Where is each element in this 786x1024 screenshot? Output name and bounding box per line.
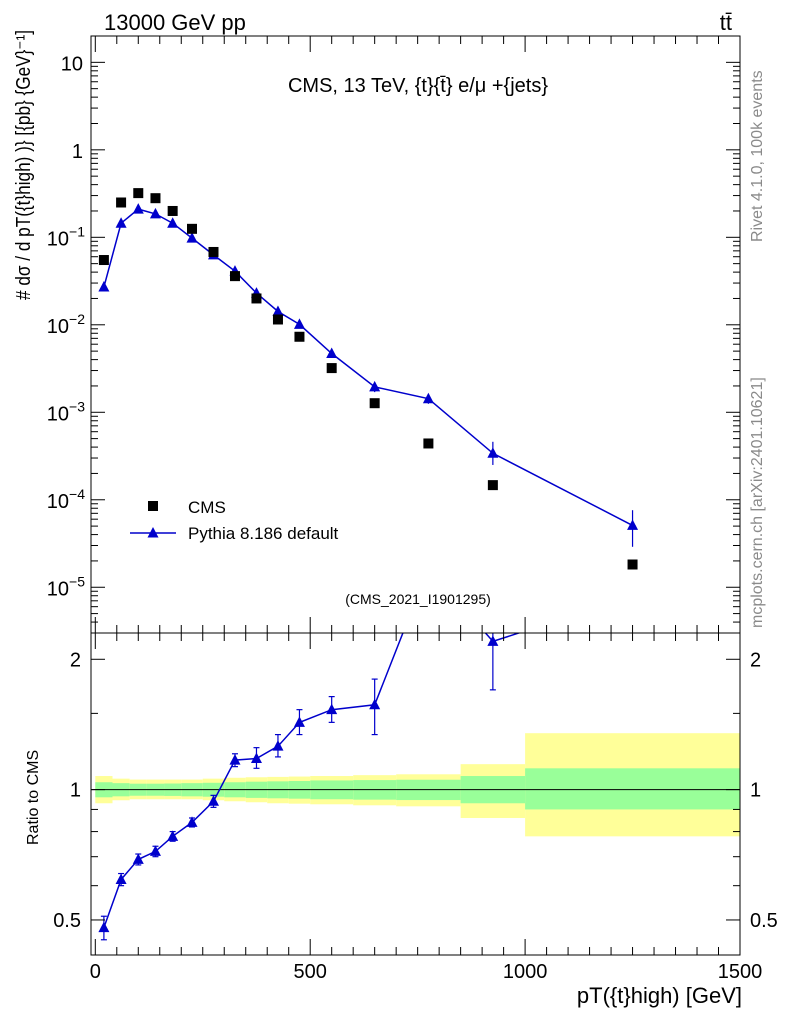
ratio-point	[272, 740, 284, 751]
cms-point	[423, 438, 434, 449]
mc-line	[103, 208, 633, 527]
rivet-version-label: Rivet 4.1.0, 100k events	[749, 70, 766, 242]
cms-point	[187, 223, 198, 234]
cms-point	[272, 314, 283, 325]
mc-point	[627, 519, 639, 530]
main-panel: CMS, 13 TeV, {t}{t̄} e/μ +{jets} (CMS_20…	[13, 30, 741, 634]
mc-point	[167, 217, 179, 228]
mc-point	[115, 217, 127, 228]
legend-mc-marker	[147, 527, 159, 538]
y-tick-label: 10−3	[47, 398, 85, 425]
main-panel-frame	[90, 35, 741, 634]
ratio-point	[487, 635, 499, 646]
cms-point	[627, 559, 638, 570]
y-tick-label: 10−4	[47, 486, 85, 513]
cms-point	[116, 197, 127, 208]
legend: CMS Pythia 8.186 default	[130, 498, 339, 543]
ratio-point	[229, 754, 241, 765]
mc-point	[272, 305, 284, 316]
ratio-y-tick-label: 2	[70, 649, 81, 671]
ratio-panel: 0.5 0.5 1 1 2 2 0 500 1000 1500 Ratio to CMS pT(…	[25, 562, 778, 1008]
ratio-point	[250, 752, 262, 763]
mc-point	[293, 318, 305, 329]
mc-point	[186, 232, 198, 243]
x-tick-label: 1000	[503, 961, 548, 983]
ratio-point	[115, 873, 127, 885]
ratio-y-tick-label-right: 2	[750, 649, 761, 671]
y-tick-label: 10−1	[47, 223, 85, 250]
ratio-y-tick-label-right: 1	[750, 780, 761, 802]
ratio-point	[132, 853, 144, 864]
ratio-y-tick-label-right: 0.5	[750, 910, 778, 932]
cms-point	[208, 246, 219, 257]
legend-mc-label: Pythia 8.186 default	[188, 524, 339, 543]
ratio-point	[369, 698, 381, 710]
cms-point	[229, 271, 240, 282]
analysis-label: (CMS_2021_I1901295)	[345, 591, 491, 607]
x-tick-label: 500	[294, 961, 327, 983]
y-tick-label: 10−5	[47, 573, 85, 600]
ratio-panel-frame	[90, 632, 741, 956]
mc-point	[98, 281, 110, 292]
ratio-point	[186, 816, 198, 827]
cms-point	[133, 188, 144, 199]
x-tick-label: 0	[90, 961, 101, 983]
ratio-point	[98, 921, 110, 933]
ratio-y-tick-label: 0.5	[53, 910, 81, 932]
main-plot-title: CMS, 13 TeV, {t}{t̄} e/μ +{jets}	[288, 75, 548, 97]
y-tick-label: 1	[72, 141, 83, 163]
ratio-y-tick-label: 1	[70, 780, 81, 802]
ratio-y-axis-label: Ratio to CMS	[25, 750, 42, 845]
mc-point	[369, 380, 381, 392]
header-right: tt̄	[720, 10, 732, 35]
cms-point	[369, 398, 380, 409]
mc-point	[326, 347, 338, 358]
main-y-axis-label: # dσ / d pT({t}high) )} [{pb} {GeV}⁻¹]	[13, 30, 35, 300]
ratio-point	[207, 795, 219, 806]
ratio-point	[326, 703, 338, 715]
ratio-point	[423, 562, 434, 573]
cms-point	[487, 480, 498, 491]
ratio-point	[293, 716, 305, 727]
ratio-point	[149, 845, 161, 856]
mc-point	[487, 447, 499, 458]
mc-point	[132, 203, 144, 214]
cms-point	[326, 363, 337, 374]
y-tick-label: 10−2	[47, 311, 85, 338]
mcplots-label: mcplots.cern.ch [arXiv:2401.10621]	[749, 377, 766, 628]
cms-point	[98, 255, 109, 266]
mc-point	[149, 207, 161, 219]
x-tick-label: 1500	[718, 961, 763, 983]
cms-point	[251, 293, 262, 304]
legend-cms-label: CMS	[188, 498, 226, 517]
cms-point	[150, 193, 161, 204]
ratio-line	[103, 633, 522, 928]
legend-cms-marker	[148, 501, 158, 511]
ratio-point	[167, 830, 179, 841]
cms-point	[167, 205, 178, 216]
ratio-band-inner	[525, 768, 740, 810]
x-axis-label: pT({t}high) [GeV]	[577, 983, 742, 1008]
cms-point	[294, 331, 305, 342]
header-left: 13000 GeV pp	[104, 10, 246, 35]
mc-point	[422, 392, 434, 404]
y-tick-label: 10	[61, 53, 83, 75]
ratio-point	[627, 590, 638, 601]
